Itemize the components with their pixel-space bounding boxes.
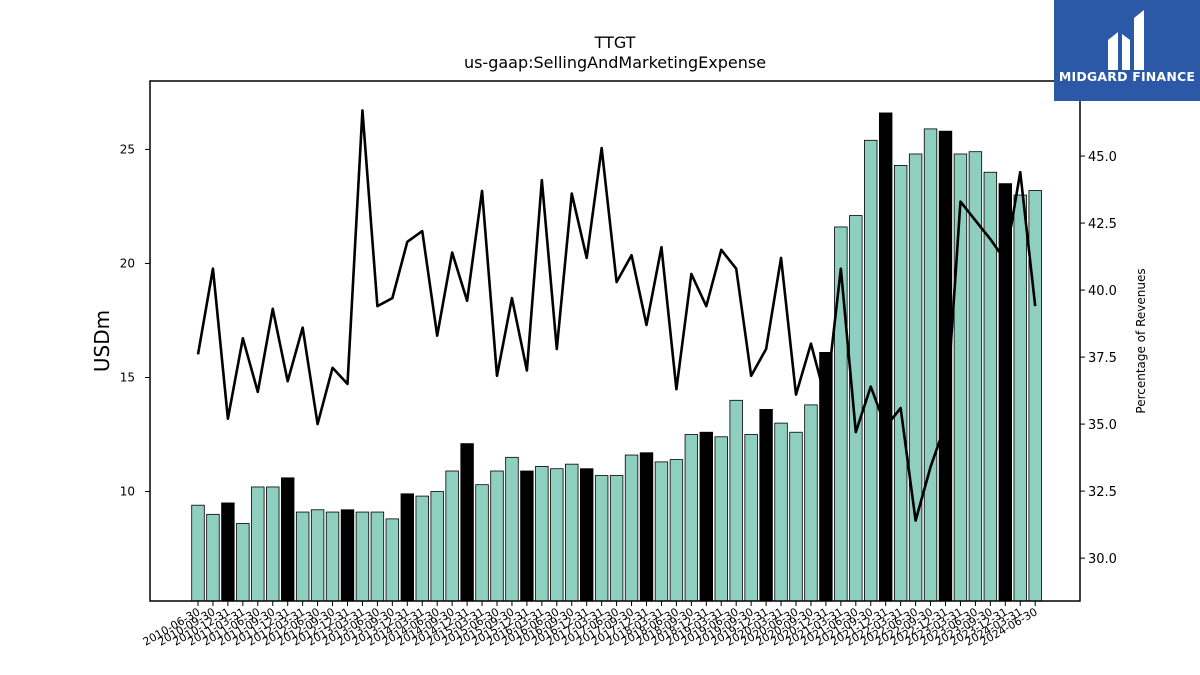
- bar: [415, 495, 429, 602]
- bar: [774, 422, 788, 602]
- line-path: [196, 109, 1037, 522]
- bar: [639, 452, 654, 602]
- bar: [505, 456, 519, 602]
- brand-logo: MIDGARD FINANCE: [1054, 0, 1200, 101]
- y-tick-label: 10: [120, 485, 135, 499]
- bar: [251, 486, 265, 602]
- y2-tick-label: 30.0: [1088, 552, 1117, 567]
- bar: [654, 461, 669, 602]
- bar: [624, 454, 639, 602]
- brand-name: MIDGARD FINANCE: [1058, 69, 1196, 84]
- bar: [445, 470, 459, 602]
- bar: [340, 509, 355, 602]
- bar: [565, 463, 579, 602]
- y2-tick-label: 37.5: [1088, 351, 1117, 366]
- bar: [849, 215, 863, 602]
- chart-subtitle: us-gaap:SellingAndMarketingExpense: [464, 53, 766, 72]
- bar: [206, 513, 220, 602]
- bar: [550, 468, 564, 602]
- bar: [804, 404, 818, 602]
- bar: [191, 504, 205, 602]
- bar: [490, 470, 504, 602]
- bar: [669, 459, 684, 602]
- bar: [400, 493, 415, 602]
- y2-tick-label: 32.5: [1088, 485, 1117, 500]
- bar: [295, 511, 310, 602]
- bar: [879, 112, 893, 602]
- chart-title: TTGT: [594, 33, 636, 52]
- bar: [789, 431, 803, 602]
- bar: [236, 523, 250, 602]
- x-axis: 2010-06-302010-09-302010-12-312011-03-31…: [141, 601, 1040, 649]
- bar: [310, 509, 325, 602]
- bar: [430, 491, 444, 602]
- bar: [864, 139, 878, 602]
- y-axis-label: USDm: [90, 310, 114, 372]
- bar: [998, 183, 1013, 602]
- bar: [266, 486, 280, 602]
- bar: [475, 484, 489, 602]
- bar: [983, 171, 998, 602]
- bars: [191, 112, 1042, 602]
- line-series: [196, 109, 1037, 522]
- y2-tick-label: 35.0: [1088, 418, 1117, 433]
- bar: [325, 511, 340, 602]
- bar: [729, 399, 743, 602]
- y2-tick-label: 40.0: [1088, 284, 1117, 299]
- y-tick-label: 15: [120, 370, 135, 384]
- bar: [699, 431, 714, 602]
- bar: [893, 164, 908, 602]
- y-tick-label: 20: [120, 256, 135, 270]
- bar: [370, 511, 385, 602]
- bar: [759, 409, 773, 602]
- midgard-logo-icon: [1108, 10, 1144, 70]
- y-axis-left: 10 15 20 25: [120, 142, 150, 499]
- bar: [714, 436, 728, 602]
- bar: [1013, 194, 1027, 602]
- bar: [355, 511, 370, 602]
- y-tick-label: 25: [120, 142, 135, 156]
- bar: [460, 443, 474, 602]
- bar: [908, 153, 923, 602]
- bar: [580, 468, 594, 602]
- bar: [221, 502, 235, 602]
- bar: [923, 128, 938, 602]
- plot-frame: [149, 80, 1081, 602]
- bar: [684, 434, 699, 602]
- y-axis-right: 30.0 32.5 35.0 37.5 40.0 42.5 45.0: [1080, 150, 1117, 567]
- bar: [744, 434, 758, 602]
- bar: [594, 475, 609, 602]
- bar: [834, 226, 848, 602]
- bar: [280, 477, 295, 602]
- bar: [953, 153, 968, 602]
- y2-axis-label: Percentage of Revenues: [1134, 268, 1148, 413]
- bar: [520, 470, 534, 602]
- bar: [609, 475, 624, 602]
- bar: [1028, 190, 1042, 602]
- y2-tick-label: 45.0: [1088, 150, 1117, 165]
- y2-tick-label: 42.5: [1088, 217, 1117, 232]
- bar: [385, 518, 400, 602]
- bar: [535, 466, 549, 602]
